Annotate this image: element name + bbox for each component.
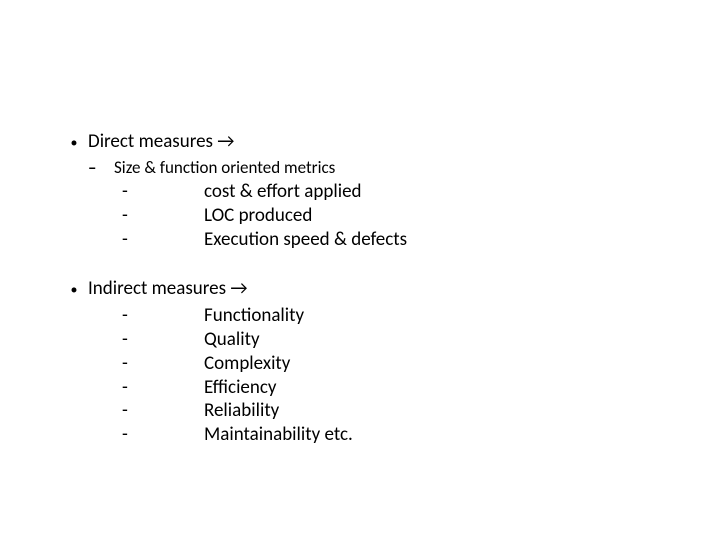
bullet-marker-l3: - [114, 352, 204, 376]
bullet-level-2: – Size & function oriented metrics [88, 157, 660, 178]
section-title: Indirect measures → [88, 277, 248, 300]
bullet-marker-l2: – [88, 157, 114, 178]
list-item: Reliability [204, 399, 279, 423]
bullet-marker-l3: - [114, 204, 204, 228]
bullet-marker-l3: - [114, 304, 204, 328]
bullet-marker-l3: - [114, 328, 204, 352]
bullet-level-1: • Direct measures → [60, 130, 660, 153]
list-item: LOC produced [204, 204, 312, 228]
bullet-marker-l3: - [114, 228, 204, 252]
list-item: cost & effort applied [204, 180, 362, 204]
bullet-level-3: - Maintainability etc. [114, 423, 660, 447]
bullet-marker-l1: • [60, 134, 88, 151]
bullet-marker-l3: - [114, 423, 204, 447]
list-item: Complexity [204, 352, 290, 376]
bullet-level-3: - Functionality [114, 304, 660, 328]
list-item: Maintainability etc. [204, 423, 353, 447]
bullet-level-3: - Efficiency [114, 376, 660, 400]
bullet-marker-l3: - [114, 376, 204, 400]
list-item: Functionality [204, 304, 304, 328]
bullet-marker-l1: • [60, 281, 88, 298]
bullet-level-3: - Execution speed & defects [114, 228, 660, 252]
bullet-level-3: - Quality [114, 328, 660, 352]
list-item: Execution speed & defects [204, 228, 407, 252]
bullet-level-1: • Indirect measures → [60, 277, 660, 300]
bullet-marker-l3: - [114, 180, 204, 204]
list-item: Quality [204, 328, 260, 352]
bullet-level-3: - Reliability [114, 399, 660, 423]
section-gap [60, 251, 660, 277]
section-title: Direct measures → [88, 130, 234, 153]
bullet-marker-l3: - [114, 399, 204, 423]
list-item: Efficiency [204, 376, 277, 400]
bullet-level-3: - cost & effort applied [114, 180, 660, 204]
bullet-level-3: - LOC produced [114, 204, 660, 228]
bullet-level-3: - Complexity [114, 352, 660, 376]
section-subtitle: Size & function oriented metrics [114, 157, 335, 178]
